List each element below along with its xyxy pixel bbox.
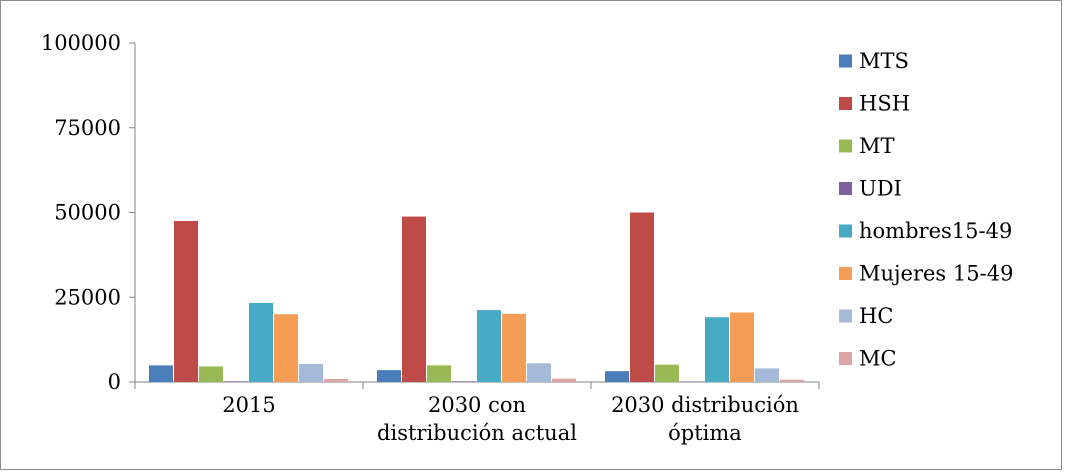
legend-swatch [839, 267, 852, 280]
x-category-label-line: óptima [668, 421, 742, 445]
x-category-label-line: 2030 con [428, 393, 526, 417]
legend-label: MTS [859, 49, 909, 73]
y-tick-labels: 0 25000 50000 75000 100000 [41, 31, 121, 394]
bar-hsh-1 [174, 220, 198, 382]
bar-hsh-2 [402, 216, 426, 382]
y-tick-label: 50000 [54, 201, 121, 225]
bar-hc-1 [299, 364, 323, 382]
bar-mts-3 [605, 371, 629, 382]
y-tick-label: 100000 [41, 31, 121, 55]
legend-swatch [839, 97, 852, 110]
legend-item: hombres15-49 [839, 219, 1012, 243]
y-tick-label: 0 [108, 370, 121, 394]
legend-swatch [839, 309, 852, 323]
legend-item: HSH [839, 92, 910, 116]
bar-mt-3 [655, 364, 679, 382]
legend-swatch [839, 352, 852, 365]
x-category-label-line: 2015 [222, 393, 275, 417]
bar-mc-2 [552, 378, 576, 382]
legend: MTS HSH MT UDI hombres15-49 Mujeres 15-49 HC MC [839, 49, 1013, 371]
legend-item: MT [839, 134, 895, 158]
legend-item: Mujeres 15-49 [839, 262, 1013, 286]
bar-mt-1 [199, 366, 223, 382]
bar-mt-2 [427, 365, 451, 382]
legend-label: MC [859, 347, 897, 371]
legend-label: hombres15-49 [859, 219, 1012, 243]
legend-label: HC [859, 304, 893, 328]
legend-swatch [839, 224, 852, 238]
legend-label: UDI [859, 177, 902, 201]
bar-mts-2 [377, 370, 401, 382]
bar-udi-2 [452, 381, 476, 382]
legend-swatch [839, 54, 852, 68]
bar-hc-3 [755, 368, 779, 382]
bar-mujeres-15-49-2 [502, 313, 526, 382]
legend-label: MT [859, 134, 895, 158]
x-category-label-line: distribución actual [377, 421, 577, 445]
legend-item: HC [839, 304, 893, 328]
legend-item: MTS [839, 49, 909, 73]
legend-item: MC [839, 347, 897, 371]
legend-label: Mujeres 15-49 [859, 262, 1013, 286]
x-category-labels: 2015 2030 con distribución actual 2030 dist… [222, 393, 799, 445]
legend-label: HSH [859, 92, 910, 116]
x-category-label: 2015 [222, 393, 275, 417]
bar-hombres15-49-3 [705, 317, 729, 382]
legend-item: UDI [839, 177, 902, 201]
x-category-label: 2030 con distribución actual [377, 393, 577, 445]
bar-hombres15-49-2 [477, 310, 501, 382]
bar-hombres15-49-1 [249, 303, 273, 382]
bar-mujeres-15-49-3 [730, 312, 754, 382]
legend-swatch [839, 139, 852, 153]
bar-mc-1 [324, 378, 348, 382]
bar-mc-3 [780, 379, 804, 382]
x-category-label: 2030 distribución óptima [611, 393, 799, 445]
bar-mujeres-15-49-1 [274, 314, 298, 382]
bar-mts-1 [149, 365, 173, 382]
y-tick-label: 25000 [54, 285, 121, 309]
x-category-label-line: 2030 distribución [611, 393, 799, 417]
bar-udi-1 [224, 381, 248, 382]
y-tick-label: 75000 [54, 116, 121, 140]
bar-udi-3 [680, 381, 704, 382]
bar-hc-2 [527, 363, 551, 382]
bar-hsh-3 [630, 212, 654, 382]
bars [149, 212, 804, 382]
legend-swatch [839, 182, 852, 195]
